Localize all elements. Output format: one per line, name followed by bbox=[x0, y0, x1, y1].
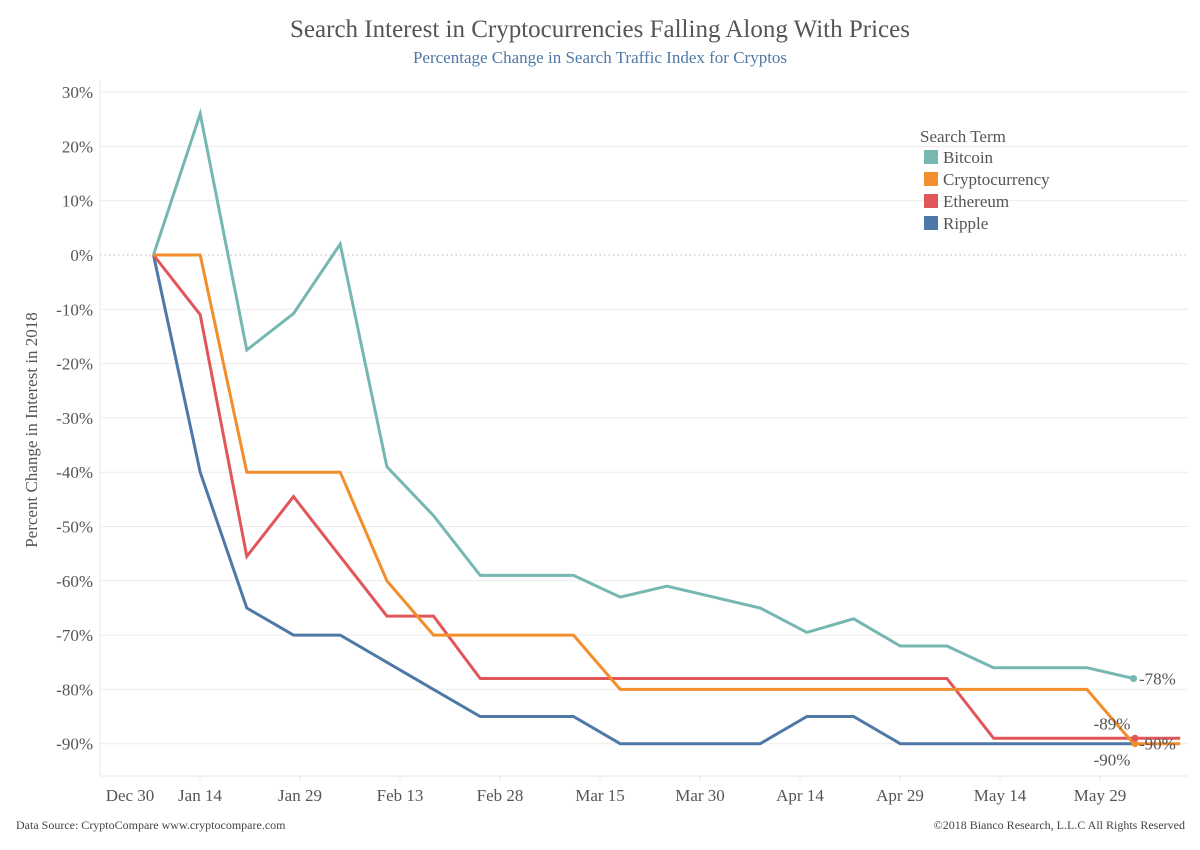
series-line-ethereum bbox=[152, 254, 1181, 740]
legend-swatch-ethereum bbox=[924, 194, 938, 208]
legend-item-ripple: Ripple bbox=[943, 214, 988, 233]
y-tick-label: 10% bbox=[62, 192, 93, 211]
legend: Search Term Bitcoin Cryptocurrency Ethereum… bbox=[920, 127, 1050, 233]
x-tick-label: Feb 13 bbox=[377, 786, 424, 805]
x-tick-label: Feb 28 bbox=[477, 786, 524, 805]
data-source-note: Data Source: CryptoCompare www.cryptocom… bbox=[16, 818, 286, 832]
legend-title: Search Term bbox=[920, 127, 1006, 146]
y-tick-label: 30% bbox=[62, 83, 93, 102]
y-tick-label: 0% bbox=[70, 246, 93, 265]
copyright-note: ©2018 Bianco Research, L.L.C All Rights … bbox=[933, 818, 1185, 832]
series-line-bitcoin bbox=[152, 107, 1134, 680]
y-tick-label: -20% bbox=[56, 355, 93, 374]
y-tick-label: 20% bbox=[62, 137, 93, 156]
y-axis-label: Percent Change in Interest in 2018 bbox=[22, 312, 41, 548]
x-tick-label: Mar 15 bbox=[575, 786, 625, 805]
end-label-cryptocurrency: -90% bbox=[1139, 735, 1176, 754]
y-tick-label: -80% bbox=[56, 680, 93, 699]
chart-subtitle: Percentage Change in Search Traffic Inde… bbox=[412, 48, 788, 67]
x-tick-label: Mar 30 bbox=[675, 786, 725, 805]
x-tick-label: Jan 29 bbox=[278, 786, 322, 805]
y-tick-label: -90% bbox=[56, 735, 93, 754]
end-label-bitcoin: -78% bbox=[1139, 670, 1176, 689]
legend-item-ethereum: Ethereum bbox=[943, 192, 1009, 211]
x-tick-label: May 29 bbox=[1074, 786, 1126, 805]
end-labels: -78% -90% -89% -90% bbox=[1094, 670, 1176, 770]
x-tick-label: Jan 14 bbox=[178, 786, 222, 805]
legend-swatch-bitcoin bbox=[924, 150, 938, 164]
x-tick-label: Apr 29 bbox=[876, 786, 924, 805]
gridlines bbox=[100, 91, 1188, 745]
y-tick-label: -10% bbox=[56, 300, 93, 319]
end-marker-cryptocurrency bbox=[1131, 740, 1139, 748]
series-lines bbox=[152, 107, 1181, 746]
series-line-cryptocurrency bbox=[153, 253, 1181, 746]
y-tick-label: -50% bbox=[56, 518, 93, 537]
series-line-ripple bbox=[152, 254, 1134, 746]
y-tick-label: -70% bbox=[56, 626, 93, 645]
legend-item-cryptocurrency: Cryptocurrency bbox=[943, 170, 1050, 189]
end-label-ripple: -90% bbox=[1094, 751, 1131, 770]
end-marker-ethereum bbox=[1131, 734, 1139, 742]
end-label-ethereum: -89% bbox=[1094, 714, 1131, 733]
x-tick-label: May 14 bbox=[974, 786, 1027, 805]
y-tick-label: -40% bbox=[56, 463, 93, 482]
y-tick-label: -60% bbox=[56, 572, 93, 591]
x-tick-label: Apr 14 bbox=[776, 786, 824, 805]
legend-swatch-cryptocurrency bbox=[924, 172, 938, 186]
y-tick-label: -30% bbox=[56, 409, 93, 428]
chart-title: Search Interest in Cryptocurrencies Fall… bbox=[290, 16, 910, 43]
legend-item-bitcoin: Bitcoin bbox=[943, 148, 994, 167]
axes: 30% 20% 10% 0% -10% -20% -30% -40% -50% -60% -70% -… bbox=[56, 80, 1188, 805]
legend-swatch-ripple bbox=[924, 216, 938, 230]
end-marker-bitcoin bbox=[1130, 675, 1138, 683]
x-tick-label: Dec 30 bbox=[106, 786, 155, 805]
